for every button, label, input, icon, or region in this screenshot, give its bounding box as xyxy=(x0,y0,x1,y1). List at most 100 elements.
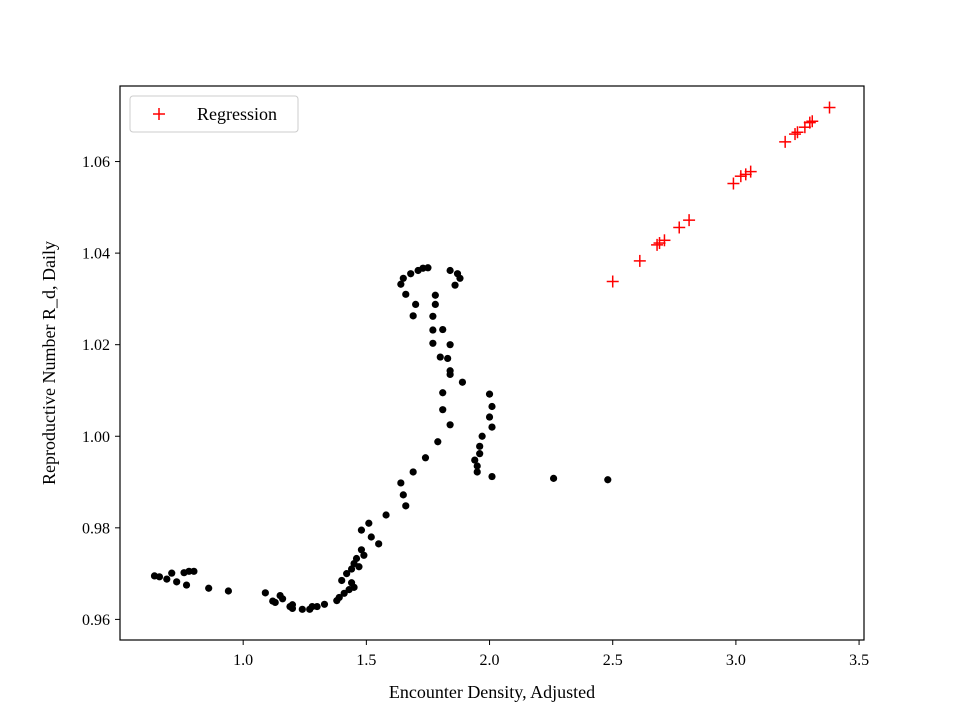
data-point xyxy=(456,274,464,282)
regression-point xyxy=(683,214,696,227)
data-point xyxy=(409,468,417,476)
data-point xyxy=(313,602,321,611)
x-tick-label: 3.0 xyxy=(726,652,746,669)
data-point xyxy=(446,266,454,275)
data-point xyxy=(185,567,193,575)
data-point xyxy=(485,413,494,421)
regression-point xyxy=(803,116,816,129)
data-point xyxy=(399,491,407,499)
regression-point xyxy=(823,101,836,114)
regression-point xyxy=(651,238,664,251)
regression-point xyxy=(633,254,646,267)
data-point xyxy=(402,502,410,510)
regression-point xyxy=(789,128,802,141)
axes-frame xyxy=(119,85,865,641)
x-tick-label: 2.0 xyxy=(480,652,500,669)
data-point xyxy=(488,472,496,481)
data-point xyxy=(431,291,439,299)
data-point xyxy=(429,339,437,347)
data-marks xyxy=(150,101,836,613)
data-point xyxy=(488,423,496,431)
data-point xyxy=(488,402,496,411)
data-point xyxy=(320,600,329,608)
data-point xyxy=(340,589,348,597)
data-point xyxy=(429,312,437,320)
x-tick-label: 2.5 xyxy=(603,652,623,669)
y-tick-label: 1.00 xyxy=(82,429,110,446)
regression-point xyxy=(739,168,752,181)
y-tick-label: 1.06 xyxy=(82,154,110,171)
data-point xyxy=(173,578,181,586)
regression-point xyxy=(791,126,804,139)
y-tick-label: 1.02 xyxy=(82,337,110,354)
data-point xyxy=(407,270,415,278)
data-point xyxy=(431,300,439,308)
y-axis-label: Reproductive Number R_d, Daily xyxy=(39,241,59,485)
x-axis-ticks: 1.0 1.5 2.0 2.5 3.0 3.5 xyxy=(233,640,869,669)
data-point xyxy=(476,442,484,450)
legend-marker-regression xyxy=(153,108,165,120)
data-point xyxy=(473,462,481,470)
data-point xyxy=(478,432,486,440)
data-point xyxy=(485,390,494,398)
data-point xyxy=(397,280,405,288)
data-point xyxy=(298,605,306,613)
data-point xyxy=(278,595,287,603)
x-tick-label: 1.5 xyxy=(356,652,376,669)
data-point xyxy=(451,281,459,289)
data-point xyxy=(168,569,176,577)
data-point xyxy=(439,325,447,334)
y-tick-label: 1.04 xyxy=(82,246,110,263)
data-point xyxy=(375,540,383,548)
y-tick-label: 0.98 xyxy=(82,520,110,537)
data-point xyxy=(382,511,390,519)
data-point xyxy=(476,450,484,458)
data-point xyxy=(190,567,198,575)
data-point xyxy=(473,468,481,476)
regression-point xyxy=(779,135,792,148)
data-point xyxy=(397,479,405,487)
legend: Regression xyxy=(129,95,299,133)
data-point xyxy=(288,604,297,613)
data-point xyxy=(439,406,447,414)
data-point xyxy=(182,581,191,589)
legend-label-regression: Regression xyxy=(197,104,277,124)
data-point xyxy=(343,570,351,578)
data-point xyxy=(399,274,407,282)
legend-box xyxy=(129,95,299,133)
data-point xyxy=(446,421,454,429)
data-point xyxy=(365,519,373,527)
x-tick-label: 3.5 xyxy=(849,652,869,669)
regression-point xyxy=(744,165,757,178)
data-point xyxy=(335,593,343,602)
y-axis-ticks: 0.96 0.98 1.00 1.02 1.04 1.06 xyxy=(82,154,120,629)
regression-point xyxy=(606,275,619,288)
regression-point xyxy=(727,177,740,190)
data-point xyxy=(439,389,447,397)
data-point xyxy=(444,354,452,363)
data-point xyxy=(436,353,444,361)
data-point xyxy=(163,575,171,583)
data-point xyxy=(604,476,612,484)
data-point xyxy=(338,576,346,585)
data-point xyxy=(424,264,432,272)
regression-point xyxy=(653,237,666,250)
data-point xyxy=(155,573,164,581)
data-point xyxy=(421,454,430,462)
data-point xyxy=(446,370,454,379)
data-point xyxy=(360,551,368,559)
data-point xyxy=(357,526,366,534)
data-point xyxy=(367,533,375,541)
data-point xyxy=(471,456,479,464)
data-point xyxy=(347,565,356,573)
x-axis-label: Encounter Density, Adjusted xyxy=(389,682,595,702)
data-point xyxy=(224,587,232,595)
data-point xyxy=(402,290,410,298)
data-point xyxy=(412,300,420,308)
regression-point xyxy=(673,221,686,234)
data-point xyxy=(446,341,454,349)
data-point xyxy=(549,474,558,482)
y-tick-label: 0.96 xyxy=(82,612,110,629)
regression-point xyxy=(734,170,747,183)
regression-point xyxy=(658,234,671,247)
